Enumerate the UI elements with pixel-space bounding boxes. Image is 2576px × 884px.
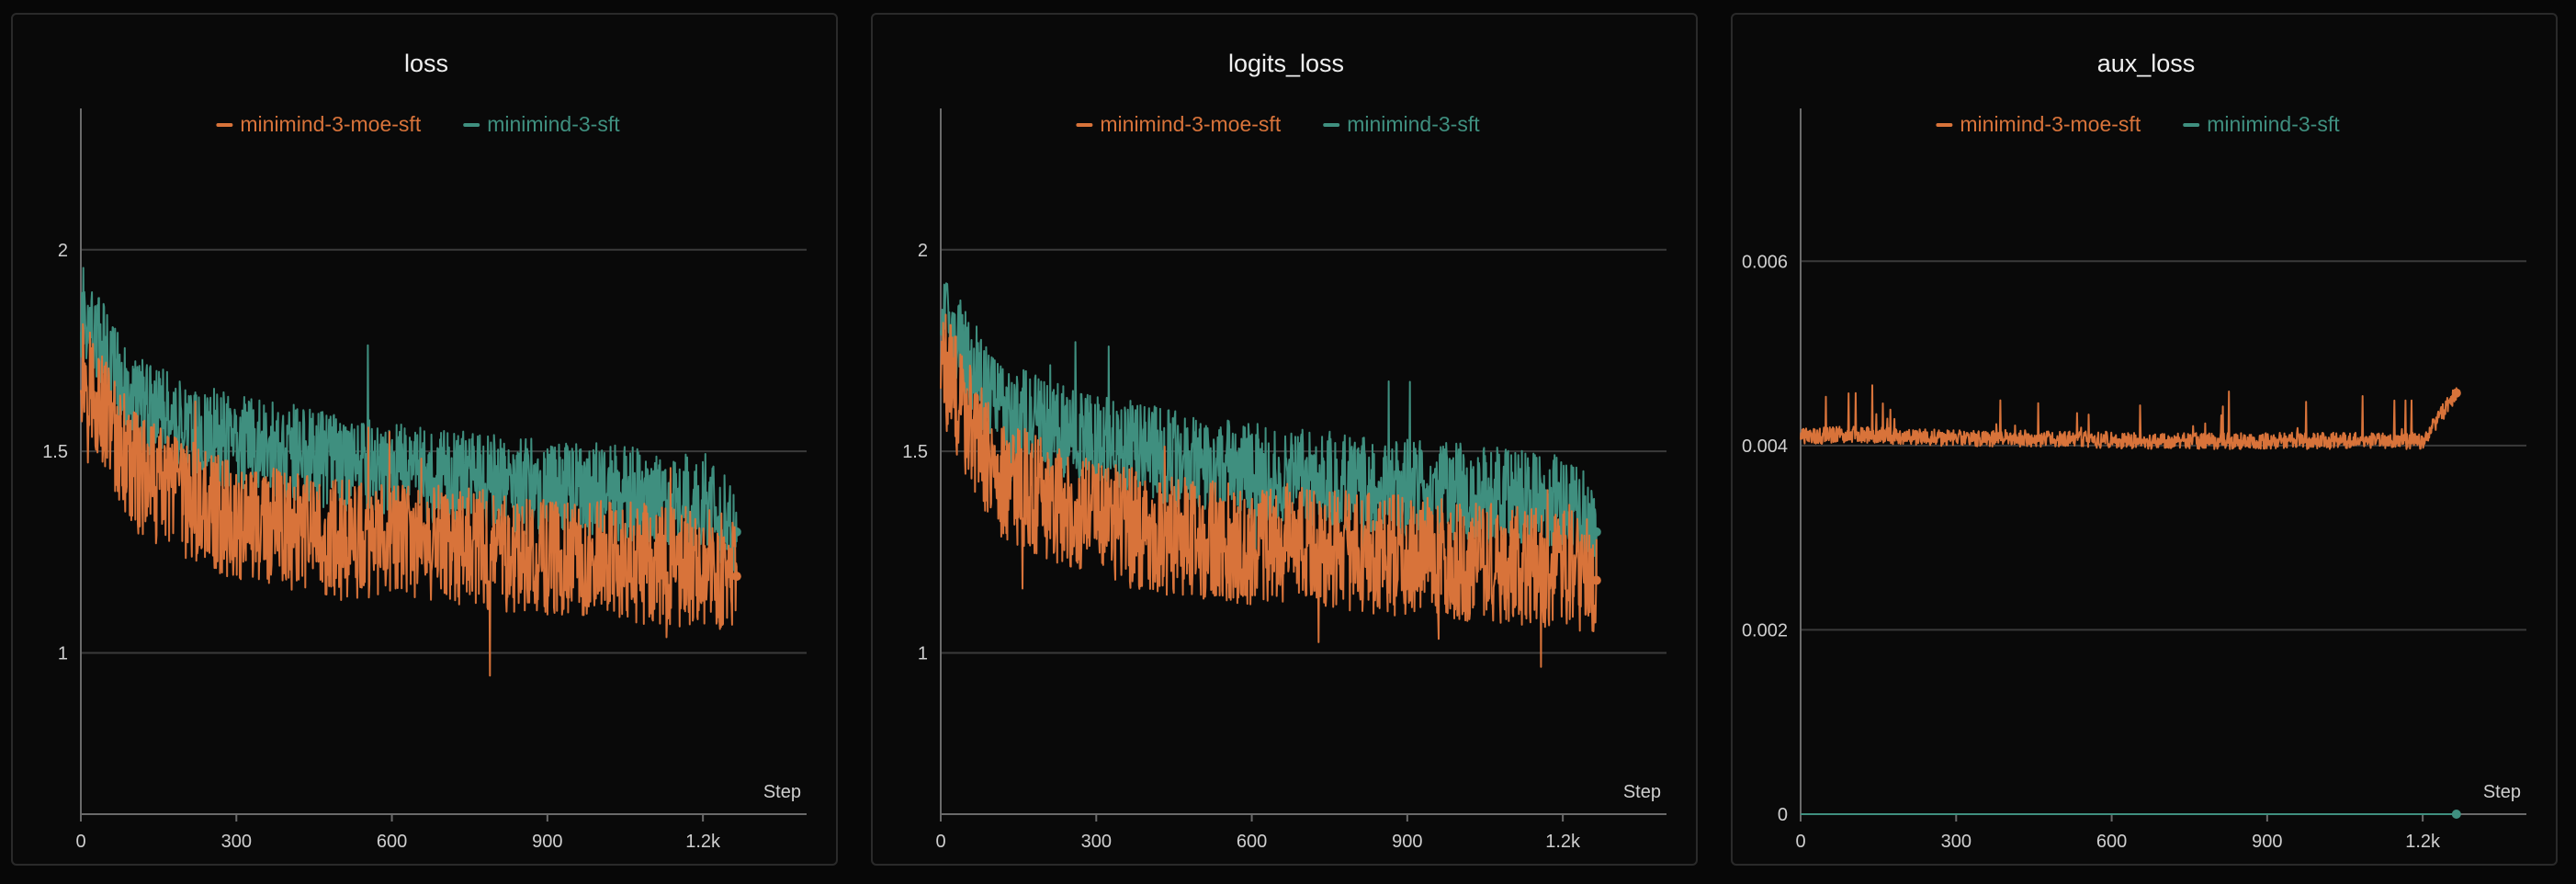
x-tick-label: 1.2k	[1545, 832, 1581, 852]
x-tick-label: 300	[1941, 832, 1972, 852]
y-tick-label: 1	[918, 644, 928, 664]
chart-title: aux_loss	[2097, 50, 2196, 77]
legend: minimind-3-moe-sft minimind-3-sft	[1076, 112, 1480, 136]
x-axis-title: Step	[2483, 782, 2521, 802]
legend-swatch-sft	[2183, 123, 2200, 127]
x-tick-label: 900	[1392, 832, 1422, 852]
legend-label-sft[interactable]: minimind-3-sft	[1347, 112, 1480, 136]
chart-svg-loss: loss minimind-3-moe-sft minimind-3-sft 1 1.5…	[42, 50, 807, 852]
series-line-moe	[80, 323, 738, 677]
series-endpoint-moe	[2451, 388, 2461, 398]
x-axis-title: Step	[1623, 782, 1661, 802]
chart-panel-logits-loss: logits_loss minimind-3-moe-sft minimind-3-…	[871, 13, 1698, 866]
y-tick-label: 0.006	[1742, 252, 1788, 272]
x-tick-label: 900	[2252, 832, 2282, 852]
x-tick-label: 0	[1795, 832, 1805, 852]
legend-label-sft[interactable]: minimind-3-sft	[487, 112, 620, 136]
x-tick-label: 600	[2096, 832, 2127, 852]
x-tick-label: 600	[377, 832, 407, 852]
y-tick-label: 1.5	[902, 442, 928, 462]
series-endpoint-moe	[731, 572, 741, 582]
chart-panel-aux-loss: aux_loss minimind-3-moe-sft minimind-3-sft…	[1731, 13, 2558, 866]
legend-label-moe[interactable]: minimind-3-moe-sft	[240, 112, 421, 136]
x-tick-label: 300	[221, 832, 252, 852]
y-tick-label: 0	[1778, 805, 1788, 825]
x-tick-label: 1.2k	[2405, 832, 2441, 852]
series-line-moe	[1800, 384, 2457, 450]
y-tick-label: 0.004	[1742, 436, 1788, 457]
y-tick-label: 1	[58, 644, 68, 664]
series-line-moe	[940, 313, 1598, 668]
chart-svg-aux-loss: aux_loss minimind-3-moe-sft minimind-3-sft…	[1742, 50, 2526, 852]
series-line-sft	[80, 266, 738, 573]
x-tick-label: 300	[1081, 832, 1112, 852]
x-tick-label: 1.2k	[685, 832, 721, 852]
chart-title: logits_loss	[1228, 50, 1344, 77]
series-endpoint-moe	[1591, 575, 1601, 585]
legend-swatch-moe	[1076, 123, 1093, 127]
legend-swatch-moe	[1936, 123, 1953, 127]
legend-label-sft[interactable]: minimind-3-sft	[2207, 112, 2340, 136]
y-tick-label: 1.5	[42, 442, 68, 462]
legend-label-moe[interactable]: minimind-3-moe-sft	[1100, 112, 1281, 136]
x-tick-label: 0	[75, 832, 85, 852]
legend-swatch-moe	[216, 123, 233, 127]
legend-label-moe[interactable]: minimind-3-moe-sft	[1960, 112, 2141, 136]
legend-swatch-sft	[463, 123, 480, 127]
x-tick-label: 600	[1237, 832, 1267, 852]
y-tick-label: 2	[918, 241, 928, 261]
x-tick-label: 900	[532, 832, 562, 852]
legend: minimind-3-moe-sft minimind-3-sft	[216, 112, 620, 136]
x-tick-label: 0	[935, 832, 945, 852]
y-tick-label: 2	[58, 241, 68, 261]
x-axis-title: Step	[763, 782, 801, 802]
y-tick-label: 0.002	[1742, 620, 1788, 640]
legend: minimind-3-moe-sft minimind-3-sft	[1936, 112, 2340, 136]
chart-title: loss	[404, 50, 448, 77]
series-endpoint-sft	[1591, 527, 1601, 537]
legend-swatch-sft	[1323, 123, 1340, 127]
series-endpoint-sft	[2451, 810, 2461, 819]
chart-panel-loss: loss minimind-3-moe-sft minimind-3-sft 1 1.5…	[11, 13, 838, 866]
